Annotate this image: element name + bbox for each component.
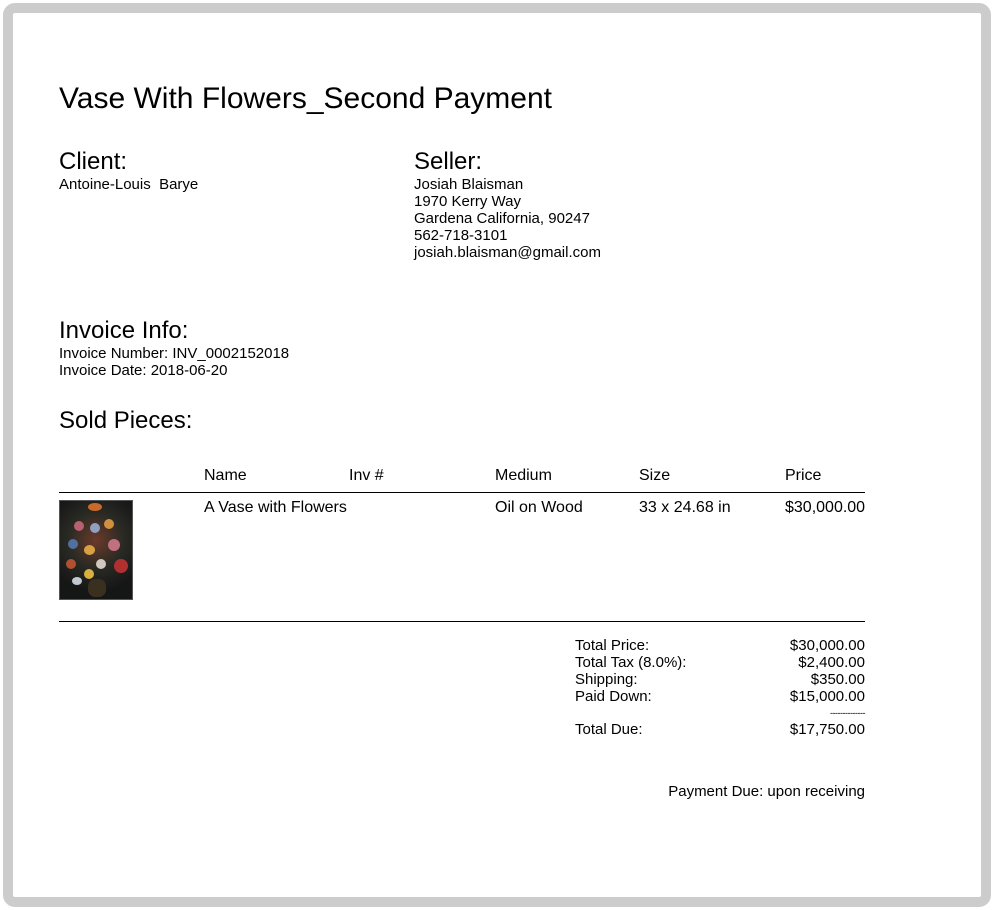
shipping-label: Shipping:: [575, 671, 638, 688]
sold-pieces-heading: Sold Pieces:: [59, 407, 193, 434]
shipping-value: $350.00: [810, 671, 865, 688]
totals-block: Total Price: $30,000.00 Total Tax (8.0%):…: [575, 637, 866, 738]
table-bottom-divider: [59, 621, 865, 622]
total-due-label: Total Due:: [575, 721, 643, 738]
invoice-date: Invoice Date: 2018-06-20: [59, 362, 228, 379]
totals-separator: --------------: [830, 708, 865, 718]
column-inv: Inv #: [349, 467, 384, 484]
invoice-section: Invoice Info: Invoice Number: INV_000215…: [59, 317, 289, 379]
row-size: 33 x 24.68 in: [639, 499, 731, 516]
row-price: $30,000.00: [785, 499, 866, 516]
tax-label: Total Tax (8.0%):: [575, 654, 687, 671]
client-section: Client: Antoine-Louis Barye: [59, 148, 198, 193]
paid-label: Paid Down:: [575, 688, 652, 705]
artwork-thumbnail: [59, 500, 133, 600]
row-medium: Oil on Wood: [495, 499, 583, 516]
seller-phone: 562-718-3101: [414, 227, 508, 244]
header-divider: [59, 492, 865, 493]
column-name: Name: [204, 467, 247, 484]
column-price: Price: [785, 467, 822, 484]
column-medium: Medium: [495, 467, 552, 484]
column-size: Size: [639, 467, 671, 484]
payment-due: Payment Due: upon receiving: [668, 783, 865, 800]
seller-heading: Seller:: [414, 148, 483, 175]
seller-email: josiah.blaisman@gmail.com: [414, 244, 601, 261]
seller-name: Josiah Blaisman: [414, 176, 524, 193]
page-title: Vase With Flowers_Second Payment: [59, 82, 552, 115]
invoice-number: Invoice Number: INV_0002152018: [59, 345, 290, 362]
seller-address1: 1970 Kerry Way: [414, 193, 521, 210]
row-name: A Vase with Flowers: [204, 499, 347, 516]
seller-section: Seller: Josiah Blaisman 1970 Kerry Way G…: [414, 148, 601, 261]
invoice-heading: Invoice Info:: [59, 317, 189, 344]
tax-value: $2,400.00: [798, 654, 865, 671]
total-price-value: $30,000.00: [789, 637, 865, 654]
client-name: Antoine-Louis Barye: [59, 176, 199, 193]
client-heading: Client:: [59, 148, 128, 175]
total-due-value: $17,750.00: [789, 721, 865, 738]
paid-value: $15,000.00: [789, 688, 865, 705]
document-frame: [3, 3, 991, 907]
total-price-label: Total Price:: [575, 637, 650, 654]
seller-address2: Gardena California, 90247: [414, 210, 590, 227]
